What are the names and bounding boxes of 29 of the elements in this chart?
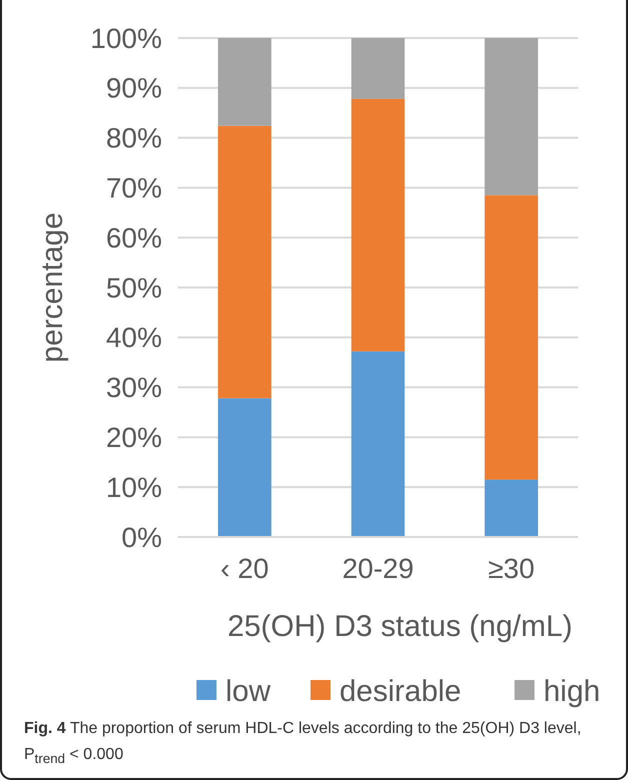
bar	[351, 351, 405, 537]
x-tick-label: ≥30	[488, 553, 535, 584]
bar	[351, 38, 405, 99]
y-tick-label: 60%	[106, 222, 162, 254]
x-tick-label: ‹ 20	[220, 553, 269, 584]
bar	[218, 126, 272, 398]
bar	[484, 480, 538, 537]
y-tick-label: 20%	[106, 422, 162, 453]
bar	[484, 38, 538, 196]
y-tick-label: 80%	[106, 122, 162, 154]
y-tick-label: 70%	[106, 172, 162, 204]
legend-label: low	[226, 675, 271, 708]
x-axis-title: 25(OH) D3 status (ng/mL)	[227, 610, 573, 643]
legend-label: high	[544, 675, 600, 708]
text: Fig. 4 The proportion of serum HDL-C levels according to the 25(OH) D3 level, P$_{trend}$ < 0.000	[24, 720, 582, 766]
bar	[351, 98, 405, 352]
x-tick-label: 20-29	[342, 553, 414, 584]
bar	[218, 38, 272, 126]
y-tick-label: 30%	[106, 372, 162, 404]
bar	[218, 398, 272, 537]
y-tick-label: 10%	[106, 472, 162, 503]
y-axis-title: percentage	[36, 212, 69, 363]
y-tick-label: 50%	[106, 272, 162, 304]
y-tick-label: 90%	[106, 72, 162, 104]
y-tick-label: 0%	[122, 522, 162, 553]
bar	[484, 195, 538, 480]
y-tick-label: 100%	[90, 22, 162, 54]
y-tick-label: 40%	[106, 322, 162, 354]
legend-label: desirable	[340, 675, 462, 708]
